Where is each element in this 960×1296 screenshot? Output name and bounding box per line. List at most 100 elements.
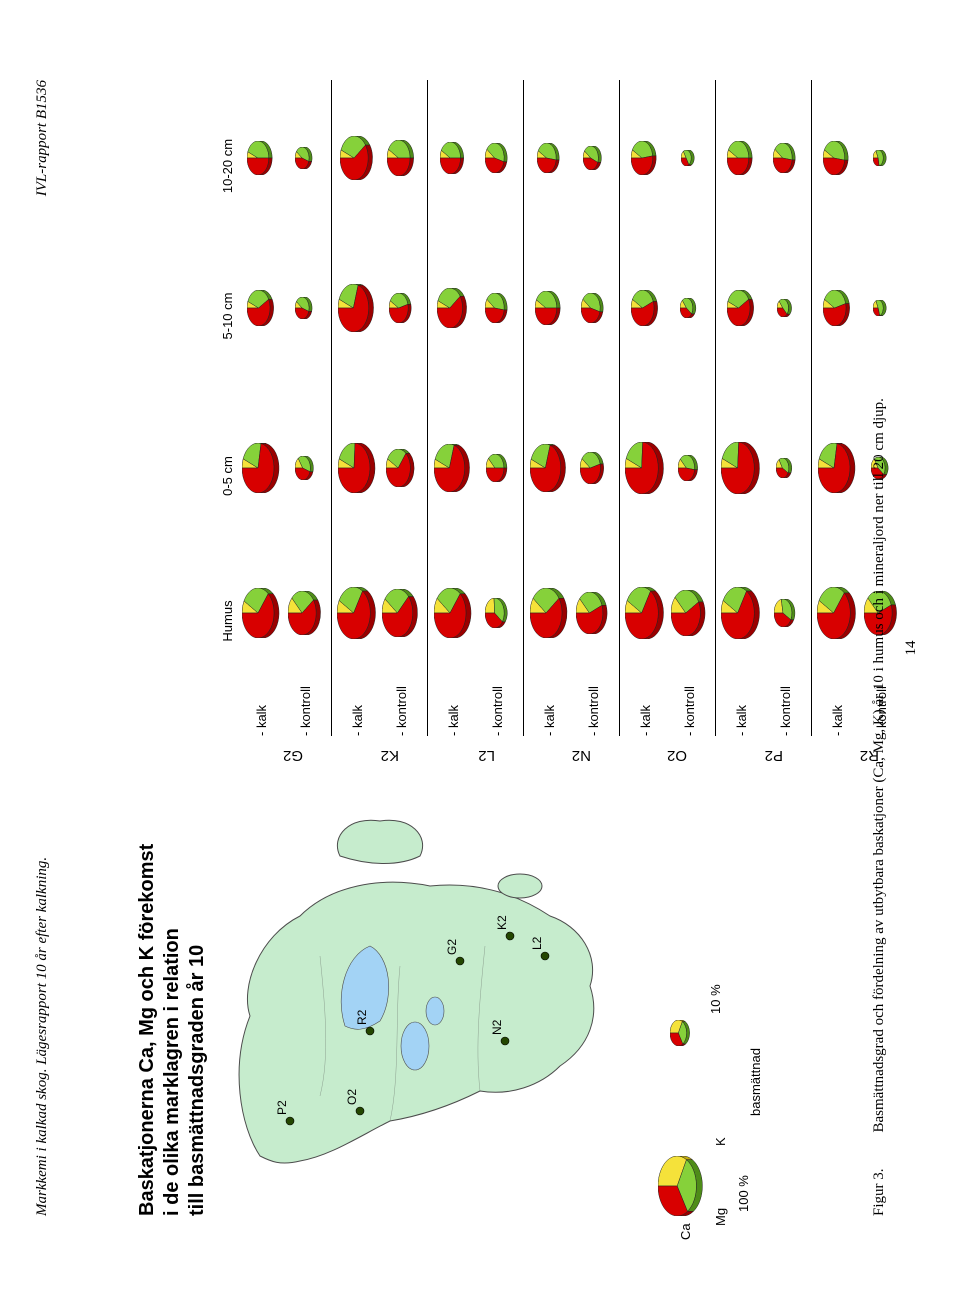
legend-10pct: 10 % <box>708 984 723 1014</box>
pie-cell <box>774 548 797 678</box>
pie-cell <box>338 228 376 388</box>
figure-title: Baskatjonerna Ca, Mg och K förekomst i d… <box>135 80 210 1216</box>
treatment-row: - kontroll <box>379 80 423 736</box>
pie-cell <box>678 388 700 548</box>
treatment-row: - kalk <box>719 80 763 736</box>
pie-cell <box>817 548 857 678</box>
site-row: P2- kalk- kontroll <box>715 80 811 776</box>
site-row: K2- kalk- kontroll <box>331 80 427 776</box>
pie-cell <box>823 88 850 228</box>
pie-cell <box>576 548 609 678</box>
caption-text: Basmättnadsgrad och fördelning av utbytb… <box>871 398 888 1132</box>
map-point <box>366 1027 374 1035</box>
legend-100pct: 100 % <box>736 1175 751 1212</box>
site-label: L2 <box>455 708 495 804</box>
pie-cell <box>721 388 761 548</box>
pie-cell <box>818 388 857 548</box>
pie-cell <box>485 228 509 388</box>
legend-label-k: K <box>713 1137 728 1146</box>
site-label: O2 <box>647 708 687 804</box>
pie-cell <box>530 548 569 678</box>
treatment-row: - kontroll <box>667 80 711 736</box>
caption-figno: Figur 3. <box>871 1168 888 1216</box>
title-line-2: i de olika marklagren i relation <box>161 928 183 1216</box>
map-point-label: P2 <box>275 1100 289 1115</box>
site-label: K2 <box>359 708 399 804</box>
pie-cell <box>389 228 413 388</box>
pie-cell <box>823 228 852 388</box>
legend-pie-100: Ca Mg K 100 % <box>658 1156 704 1216</box>
pie-cell <box>295 88 314 228</box>
pie-cell <box>434 388 472 548</box>
site-row: N2- kalk- kontroll <box>523 80 619 776</box>
column-header: Humus <box>220 556 235 686</box>
column-headers: Humus0-5 cm5-10 cm10-20 cm <box>220 80 235 776</box>
pie-cell <box>434 548 473 678</box>
treatment-row: - kalk <box>239 80 283 736</box>
legend-label-ca: Ca <box>678 1223 693 1240</box>
pie-cell <box>671 548 707 678</box>
pie-cell <box>680 228 698 388</box>
pie-cell <box>337 548 377 678</box>
site-row: O2- kalk- kontroll <box>619 80 715 776</box>
column-header: 0-5 cm <box>220 396 235 556</box>
treatment-row: - kalk <box>527 80 571 736</box>
map-point-label: L2 <box>530 936 544 950</box>
pie-cell <box>486 388 509 548</box>
pie-cell <box>530 388 568 548</box>
map-point <box>506 932 514 940</box>
map-point-label: N2 <box>490 1019 504 1035</box>
map-point <box>501 1037 509 1045</box>
site-label: G2 <box>263 708 303 804</box>
legend-label-mg: Mg <box>713 1208 728 1226</box>
pie-cell <box>583 88 603 228</box>
pie-cell <box>631 88 658 228</box>
treatment-row: - kontroll <box>475 80 519 736</box>
page-number: 14 <box>903 641 920 656</box>
legend-basmattnad: basmättnad <box>748 1048 763 1116</box>
figure-caption: Figur 3. Basmättnadsgrad och fördelning … <box>871 80 888 1216</box>
pie-cell <box>247 88 274 228</box>
treatment-row: - kalk <box>335 80 379 736</box>
pie-cell <box>295 228 314 388</box>
pie-cell <box>382 548 420 678</box>
pie-cell <box>581 228 605 388</box>
pie-cell <box>631 228 660 388</box>
pie-cell <box>625 388 665 548</box>
map-point-label: G2 <box>445 939 459 955</box>
map-point-label: R2 <box>355 1009 369 1025</box>
pie-cell <box>681 88 696 228</box>
site-row: L2- kalk- kontroll <box>427 80 523 776</box>
pie-cell <box>777 228 794 388</box>
site-row: R2- kalk- kontroll <box>811 80 907 776</box>
title-line-3: till basmättnadsgraden år 10 <box>186 945 208 1216</box>
pie-cell <box>338 388 377 548</box>
pie-cell <box>340 88 375 228</box>
running-head-right: IVL-rapport B1536 <box>34 80 51 196</box>
pie-cell <box>776 388 794 548</box>
pie-cell <box>386 388 416 548</box>
pie-cell <box>625 548 665 678</box>
map-point-label: O2 <box>345 1089 359 1105</box>
pie-cell <box>727 228 756 388</box>
pie-cell <box>288 548 323 678</box>
pie-cell <box>721 548 761 678</box>
treatment-row: - kontroll <box>571 80 615 736</box>
pie-cell <box>485 88 509 228</box>
legend-pie-10 <box>670 1020 692 1046</box>
column-header: 10-20 cm <box>220 96 235 236</box>
pie-cell <box>727 88 754 228</box>
pie-cell <box>242 388 281 548</box>
pie-cell <box>535 228 562 388</box>
treatment-row: - kontroll <box>763 80 807 736</box>
pie-cell <box>247 228 276 388</box>
site-row: G2- kalk- kontroll <box>235 80 331 776</box>
pie-cell <box>242 548 281 678</box>
treatment-row: - kontroll <box>283 80 327 736</box>
column-header: 5-10 cm <box>220 236 235 396</box>
map-point <box>456 957 464 965</box>
site-label: P2 <box>743 708 783 804</box>
map-point <box>286 1117 294 1125</box>
map-point <box>356 1107 364 1115</box>
sweden-map: P2 O2 R2 N2 G2 K2 L2 <box>220 796 640 1216</box>
